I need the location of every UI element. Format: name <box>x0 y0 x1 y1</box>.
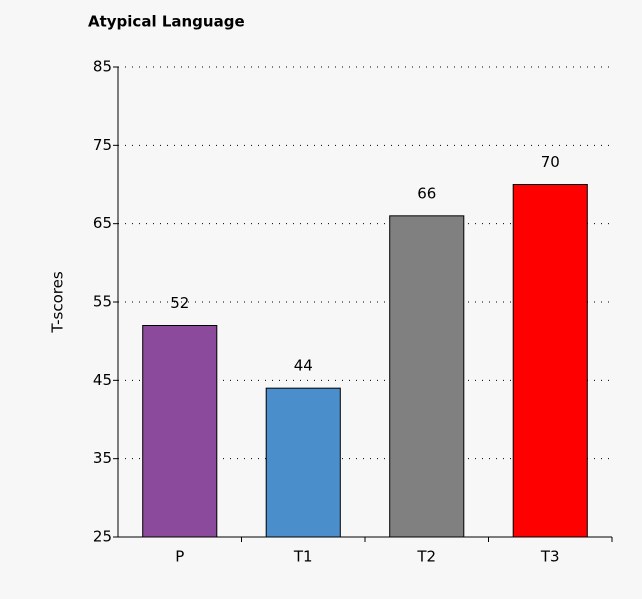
bar <box>389 215 465 538</box>
value-label: 52 <box>170 294 189 312</box>
y-tick-label: 65 <box>93 214 112 232</box>
x-tick-label: T1 <box>293 548 313 566</box>
chart-title: Atypical Language <box>88 13 245 31</box>
x-tick-label: T2 <box>416 548 436 566</box>
y-tick-label: 45 <box>93 371 112 389</box>
bar <box>512 184 588 538</box>
x-tick-label: T3 <box>540 548 560 566</box>
y-tick-label: 55 <box>93 293 112 311</box>
y-tick-label: 85 <box>93 58 112 76</box>
y-axis-label: T-scores <box>49 271 67 334</box>
bar <box>142 325 218 538</box>
value-label: 70 <box>541 153 560 171</box>
y-tick-label: 75 <box>93 136 112 154</box>
y-tick-label: 35 <box>93 449 112 467</box>
bar <box>265 387 341 538</box>
y-tick-label: 25 <box>93 528 112 546</box>
value-label: 66 <box>417 184 436 202</box>
value-label: 44 <box>294 357 313 375</box>
x-tick-label: P <box>175 548 184 566</box>
